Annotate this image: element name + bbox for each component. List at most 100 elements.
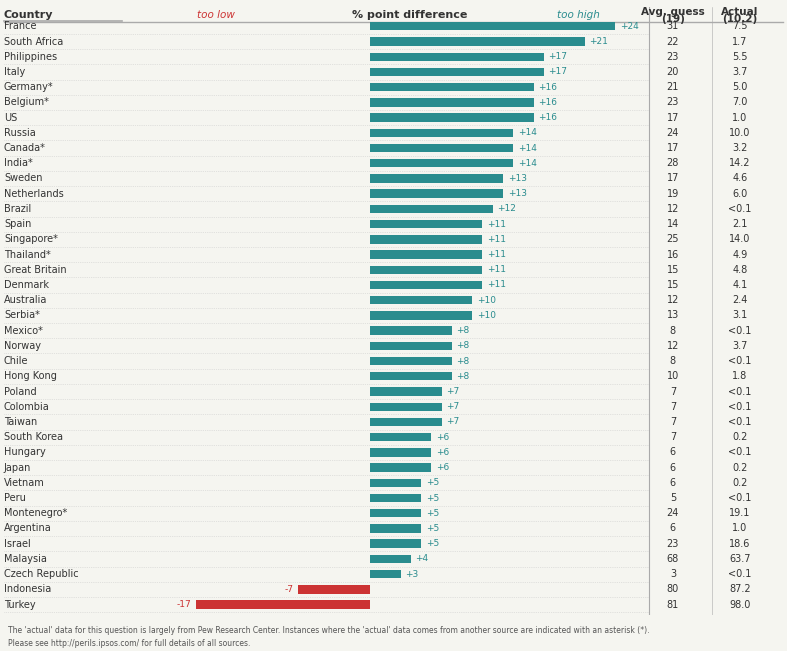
Text: 7: 7 (670, 402, 676, 411)
Text: 4.8: 4.8 (732, 265, 748, 275)
Text: +17: +17 (549, 52, 567, 61)
Text: Hong Kong: Hong Kong (4, 371, 57, 381)
Text: +5: +5 (426, 524, 439, 533)
Text: 0.2: 0.2 (732, 463, 748, 473)
Text: Japan: Japan (4, 463, 31, 473)
Bar (370, 129, 513, 137)
Text: (10.2): (10.2) (722, 14, 757, 23)
Bar (370, 296, 472, 305)
Text: France: France (4, 21, 36, 31)
Text: Israel: Israel (4, 538, 31, 549)
Text: +11: +11 (487, 219, 506, 229)
Text: 8: 8 (670, 326, 676, 336)
Text: +16: +16 (538, 113, 557, 122)
Bar (370, 251, 482, 258)
Bar (196, 600, 370, 609)
Text: +24: +24 (620, 21, 639, 31)
Text: +16: +16 (538, 98, 557, 107)
Text: Thailand*: Thailand* (4, 249, 50, 260)
Bar (298, 585, 370, 594)
Text: 20: 20 (667, 67, 679, 77)
Text: <0.1: <0.1 (728, 326, 752, 336)
Text: +8: +8 (456, 326, 470, 335)
Text: <0.1: <0.1 (728, 447, 752, 458)
Text: 10.0: 10.0 (729, 128, 751, 138)
Text: 12: 12 (667, 204, 679, 214)
Text: 12: 12 (667, 295, 679, 305)
Text: 1.8: 1.8 (732, 371, 748, 381)
Text: +8: +8 (456, 372, 470, 381)
Bar (370, 266, 482, 274)
Text: 68: 68 (667, 554, 679, 564)
Bar (370, 540, 421, 548)
Text: 19: 19 (667, 189, 679, 199)
Text: +14: +14 (518, 128, 537, 137)
Text: +21: +21 (589, 37, 608, 46)
Text: 15: 15 (667, 265, 679, 275)
Text: 5.5: 5.5 (732, 51, 748, 62)
Text: 80: 80 (667, 585, 679, 594)
Text: too low: too low (198, 10, 235, 20)
Text: +14: +14 (518, 159, 537, 168)
Text: 23: 23 (667, 98, 679, 107)
Bar (370, 98, 534, 107)
Bar (370, 22, 615, 31)
Text: 7.0: 7.0 (732, 98, 748, 107)
Text: Poland: Poland (4, 387, 36, 396)
Text: US: US (4, 113, 17, 122)
Text: +11: +11 (487, 235, 506, 244)
Text: -17: -17 (176, 600, 191, 609)
Bar (370, 433, 431, 441)
Text: Australia: Australia (4, 295, 47, 305)
Bar (370, 281, 482, 289)
Bar (370, 204, 493, 213)
Text: +11: +11 (487, 265, 506, 274)
Text: Norway: Norway (4, 341, 41, 351)
Text: Malaysia: Malaysia (4, 554, 46, 564)
Text: Philippines: Philippines (4, 51, 57, 62)
Text: 23: 23 (667, 51, 679, 62)
Text: 12: 12 (667, 341, 679, 351)
Text: 16: 16 (667, 249, 679, 260)
Bar (370, 189, 503, 198)
Text: 4.9: 4.9 (732, 249, 748, 260)
Text: 2.1: 2.1 (732, 219, 748, 229)
Text: Colombia: Colombia (4, 402, 50, 411)
Text: 0.2: 0.2 (732, 432, 748, 442)
Text: Great Britain: Great Britain (4, 265, 67, 275)
Text: Spain: Spain (4, 219, 31, 229)
Text: 22: 22 (667, 36, 679, 46)
Text: 24: 24 (667, 128, 679, 138)
Text: 14.2: 14.2 (729, 158, 751, 168)
Text: +17: +17 (549, 68, 567, 76)
Text: +6: +6 (436, 448, 449, 457)
Bar (370, 402, 442, 411)
Text: 25: 25 (667, 234, 679, 244)
Text: 5.0: 5.0 (732, 82, 748, 92)
Text: Hungary: Hungary (4, 447, 46, 458)
Text: 18.6: 18.6 (729, 538, 751, 549)
Text: +14: +14 (518, 143, 537, 152)
Text: 7.5: 7.5 (732, 21, 748, 31)
Text: 8: 8 (670, 356, 676, 366)
Text: Belgium*: Belgium* (4, 98, 49, 107)
Text: Sweden: Sweden (4, 173, 42, 184)
Text: +5: +5 (426, 493, 439, 503)
Text: Denmark: Denmark (4, 280, 49, 290)
Text: +13: +13 (508, 174, 527, 183)
Text: 14: 14 (667, 219, 679, 229)
Text: 98.0: 98.0 (729, 600, 751, 609)
Bar (370, 570, 401, 578)
Text: 24: 24 (667, 508, 679, 518)
Text: Peru: Peru (4, 493, 26, 503)
Text: <0.1: <0.1 (728, 569, 752, 579)
Bar (370, 174, 503, 183)
Text: +11: +11 (487, 250, 506, 259)
Bar (370, 478, 421, 487)
Text: +8: +8 (456, 357, 470, 366)
Text: South Korea: South Korea (4, 432, 63, 442)
Text: India*: India* (4, 158, 33, 168)
Text: +6: +6 (436, 463, 449, 472)
Bar (370, 555, 411, 563)
Text: (19): (19) (661, 14, 685, 23)
